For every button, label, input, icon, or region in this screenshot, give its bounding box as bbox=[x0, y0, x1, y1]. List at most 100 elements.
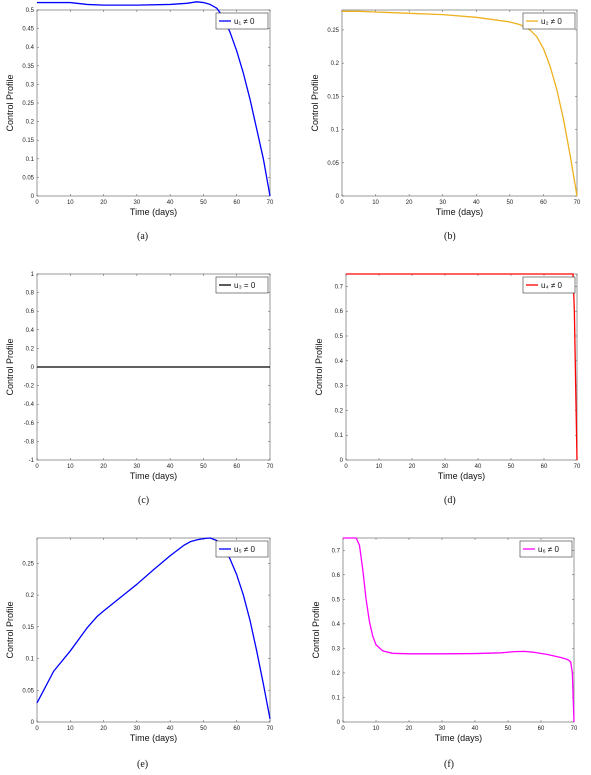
x-tick-label: 60 bbox=[541, 464, 548, 470]
x-tick-label: 30 bbox=[439, 726, 446, 732]
y-tick-label: -0.4 bbox=[24, 402, 35, 408]
x-axis-label: Time (days) bbox=[435, 733, 482, 743]
y-tick-label: 0.4 bbox=[26, 328, 35, 334]
y-tick-label: 0 bbox=[31, 365, 35, 371]
y-tick-label: -0.8 bbox=[24, 439, 35, 445]
x-tick-label: 60 bbox=[540, 200, 547, 206]
x-tick-label: 60 bbox=[233, 726, 240, 732]
chart-panel-a: 0 10 20 30 40 50 60 70 0 0.05 0.1 0.15 0.2 0.25 0.3 0.3… bbox=[5, 1, 274, 217]
legend: u₄ ≠ 0 bbox=[522, 276, 576, 294]
x-axis-label: Time (days) bbox=[130, 471, 177, 481]
x-tick-label: 10 bbox=[67, 726, 74, 732]
legend-entry: u₆ ≠ 0 bbox=[538, 545, 560, 554]
series-line bbox=[346, 273, 578, 461]
x-tick-label: 20 bbox=[100, 726, 107, 732]
legend-entry: u₃ = 0 bbox=[234, 281, 256, 290]
x-tick-label: 50 bbox=[200, 200, 207, 206]
x-tick-label: 10 bbox=[373, 726, 380, 732]
plot-area bbox=[342, 537, 575, 723]
plot-area bbox=[36, 9, 271, 197]
x-tick-label: 40 bbox=[475, 464, 482, 470]
legend-box bbox=[215, 276, 269, 294]
chart-panel-d: 0 10 20 30 40 50 60 70 0 0.1 0.2 0.3 0.4 0.5 0.6 0.7 Tim… bbox=[314, 273, 581, 481]
legend: u₁ ≠ 0 bbox=[215, 12, 269, 30]
plot-area bbox=[341, 9, 578, 197]
y-tick-label: 0.1 bbox=[26, 157, 35, 163]
x-tick-label: 50 bbox=[200, 726, 207, 732]
y-tick-label: 0.2 bbox=[332, 671, 341, 677]
legend: u₃ = 0 bbox=[215, 276, 269, 294]
x-tick-label: 50 bbox=[508, 464, 515, 470]
y-tick-label: 0.2 bbox=[26, 593, 35, 599]
panel-label-c: (c) bbox=[138, 495, 150, 506]
x-tick-label: 0 bbox=[340, 200, 344, 206]
x-tick-label: 10 bbox=[67, 464, 74, 470]
x-tick-label: 30 bbox=[134, 464, 141, 470]
y-tick-label: 0 bbox=[31, 720, 35, 726]
y-tick-label: 0.05 bbox=[22, 175, 34, 181]
y-tick-label: 0 bbox=[340, 458, 344, 464]
y-tick-label: 0.1 bbox=[335, 433, 344, 439]
x-tick-label: 10 bbox=[67, 200, 74, 206]
legend: u₂ ≠ 0 bbox=[522, 12, 576, 30]
y-tick-label: 0.05 bbox=[22, 688, 34, 694]
x-axis-label: Time (days) bbox=[438, 471, 485, 481]
y-axis-label: Control Profile bbox=[5, 601, 15, 658]
x-tick-label: 60 bbox=[233, 464, 240, 470]
y-tick-label: 0.3 bbox=[26, 82, 35, 88]
x-tick-label: 60 bbox=[233, 200, 240, 206]
series-line bbox=[37, 1, 271, 197]
x-tick-label: 20 bbox=[100, 200, 107, 206]
x-tick-label: 0 bbox=[35, 726, 39, 732]
y-tick-label: 0.1 bbox=[26, 657, 35, 663]
y-tick-label: 0.7 bbox=[332, 548, 341, 554]
x-tick-label: 40 bbox=[167, 726, 174, 732]
y-tick-label: 0.25 bbox=[327, 28, 339, 34]
x-tick-label: 50 bbox=[507, 200, 514, 206]
series-line bbox=[343, 537, 575, 723]
x-tick-label: 70 bbox=[267, 726, 274, 732]
y-axis-label: Control Profile bbox=[314, 338, 324, 395]
x-tick-label: 40 bbox=[167, 464, 174, 470]
y-tick-label: 1 bbox=[31, 272, 35, 278]
panel-label-a: (a) bbox=[137, 231, 149, 242]
legend: u₆ ≠ 0 bbox=[519, 540, 573, 558]
legend-entry: u₂ ≠ 0 bbox=[541, 17, 562, 26]
y-tick-label: 0.25 bbox=[22, 101, 34, 107]
y-tick-label: 0.1 bbox=[331, 128, 340, 134]
x-tick-label: 20 bbox=[406, 726, 413, 732]
y-tick-label: -1 bbox=[29, 458, 35, 464]
chart-panel-f: 0 10 20 30 40 50 60 70 0 0.1 0.2 0.3 0.4 0.5 0.6 0.7 Tim… bbox=[311, 537, 578, 743]
panel-label-b: (b) bbox=[444, 231, 456, 242]
x-tick-label: 70 bbox=[574, 464, 581, 470]
x-tick-label: 60 bbox=[538, 726, 545, 732]
panel-label-d: (d) bbox=[444, 495, 456, 506]
x-tick-label: 50 bbox=[505, 726, 512, 732]
x-tick-label: 30 bbox=[442, 464, 449, 470]
y-tick-label: 0.15 bbox=[22, 625, 34, 631]
y-tick-label: -0.2 bbox=[24, 384, 35, 390]
x-axis-label: Time (days) bbox=[130, 207, 177, 217]
x-tick-label: 10 bbox=[376, 464, 383, 470]
y-tick-label: 0.2 bbox=[26, 346, 35, 352]
x-tick-label: 40 bbox=[167, 200, 174, 206]
x-tick-label: 0 bbox=[344, 464, 348, 470]
x-tick-label: 70 bbox=[571, 726, 578, 732]
legend-box bbox=[522, 276, 576, 294]
y-tick-label: 0.5 bbox=[26, 8, 35, 14]
y-axis-label: Control Profile bbox=[310, 74, 320, 131]
y-tick-label: 0.6 bbox=[332, 573, 341, 579]
legend-entry: u₁ ≠ 0 bbox=[234, 17, 255, 26]
y-tick-label: 0.45 bbox=[22, 27, 34, 33]
x-tick-label: 50 bbox=[200, 464, 207, 470]
plot-area bbox=[36, 537, 271, 723]
chart-panel-e: 0 10 20 30 40 50 60 70 0 0.05 0.1 0.15 0.2 0.25 Time (… bbox=[5, 537, 274, 743]
x-tick-label: 0 bbox=[35, 464, 39, 470]
plot-area bbox=[345, 273, 578, 461]
x-tick-label: 40 bbox=[473, 200, 480, 206]
y-tick-label: 0.4 bbox=[335, 359, 344, 365]
x-tick-label: 0 bbox=[341, 726, 345, 732]
y-tick-label: 0.1 bbox=[332, 695, 341, 701]
x-tick-label: 30 bbox=[134, 726, 141, 732]
x-tick-label: 30 bbox=[134, 200, 141, 206]
